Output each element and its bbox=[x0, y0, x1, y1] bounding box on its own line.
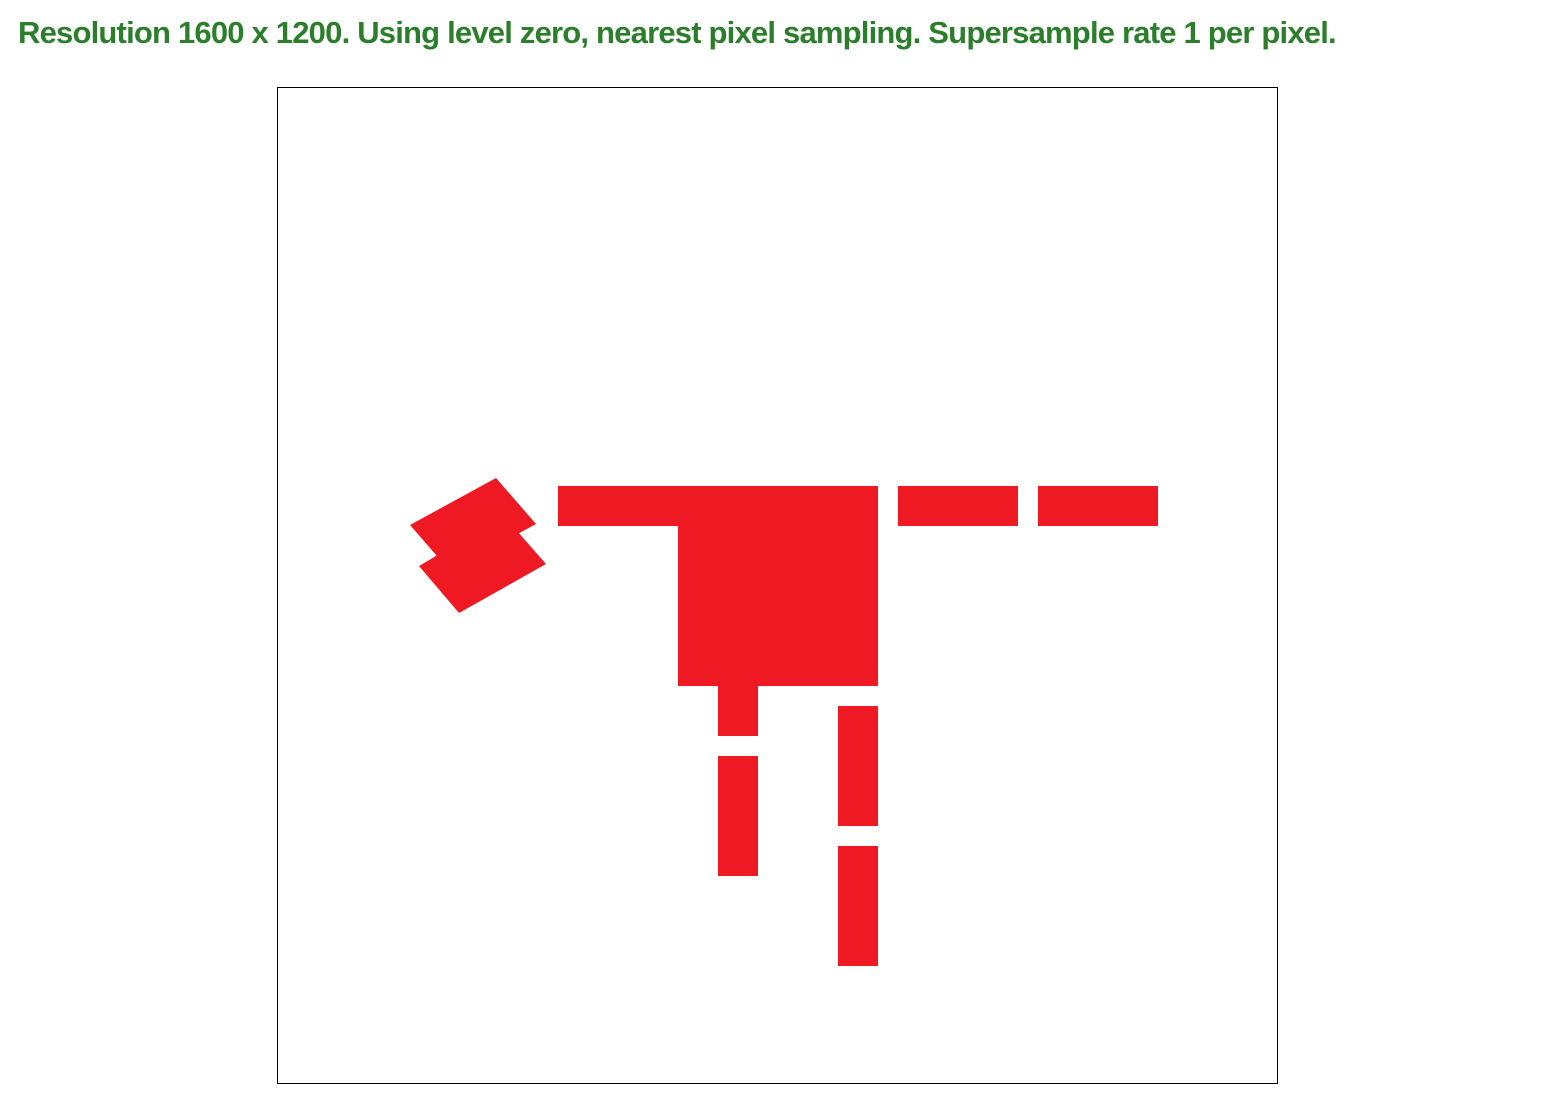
center-block bbox=[678, 486, 878, 686]
left-leg-lower bbox=[718, 756, 758, 876]
rotated-square-bottom bbox=[419, 516, 546, 613]
rotated-square-top bbox=[410, 478, 536, 571]
left-leg-upper bbox=[718, 686, 758, 736]
top-bar-middle bbox=[898, 486, 1018, 526]
render-viewport bbox=[277, 87, 1278, 1084]
right-leg-upper bbox=[838, 706, 878, 826]
resolution-caption: Resolution 1600 x 1200. Using level zero… bbox=[18, 15, 1337, 50]
top-bar-right bbox=[1038, 486, 1158, 526]
right-leg-lower bbox=[838, 846, 878, 966]
render-canvas bbox=[410, 478, 1158, 966]
